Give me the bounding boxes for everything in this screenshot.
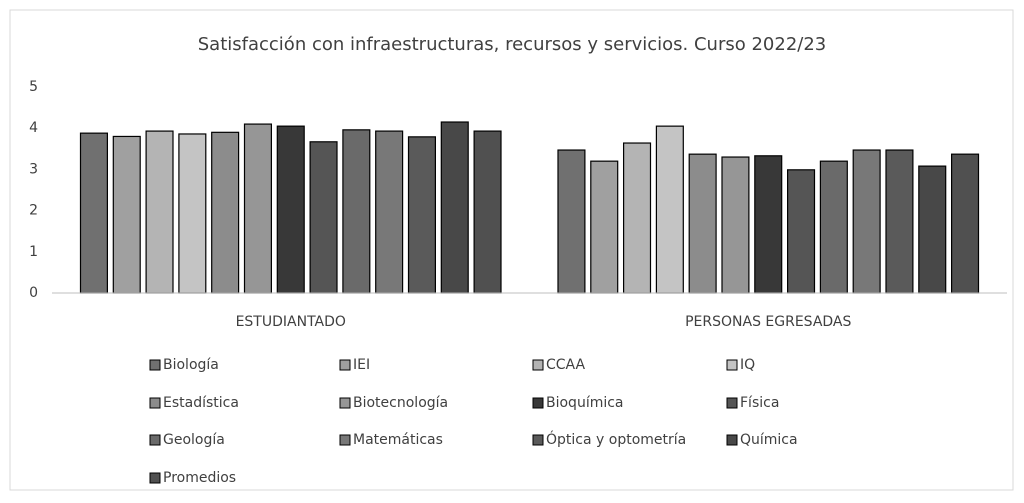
bar [243,123,272,294]
bar [655,125,684,294]
bar [342,129,371,294]
legend-swatch [339,397,351,409]
legend-label: IEI [353,357,370,373]
bar [79,132,108,294]
x-tick-label: PERSONAS EGRESADAS [685,314,851,330]
y-tick-label: 3 [29,161,38,177]
bar [557,149,586,294]
legend-label: Estadística [163,395,239,411]
bar [407,136,437,294]
legend-label: Bioquímica [546,395,624,411]
legend-label: CCAA [546,357,586,373]
bar [918,165,947,294]
legend-label: Geología [163,432,225,448]
bar [622,142,652,294]
bar [819,160,848,294]
legend-swatch [532,434,544,446]
bar [852,149,881,294]
bar [276,125,305,294]
bar [885,149,914,294]
legend-swatch [149,472,161,484]
y-tick-label: 1 [29,244,38,260]
bar [145,130,174,294]
bar [309,141,338,294]
legend-swatch [149,397,161,409]
bar [440,121,469,294]
legend-swatch [726,397,738,409]
bar [112,135,141,294]
chart-title: Satisfacción con infraestructuras, recur… [198,34,827,55]
bar [178,133,207,294]
legend-swatch [532,359,544,371]
legend-swatch [726,359,738,371]
bar [688,153,717,294]
y-tick-label: 5 [29,79,38,95]
x-tick-label: ESTUDIANTADO [236,314,346,330]
bar [211,131,240,294]
bar [754,155,783,294]
bar [721,156,750,294]
bar [473,130,502,294]
y-tick-label: 0 [29,285,38,301]
legend-swatch [149,434,161,446]
bar [787,169,816,294]
legend-label: Física [740,395,779,411]
y-tick-label: 2 [29,203,38,219]
bar [590,160,619,294]
legend-label: Óptica y optometría [546,430,686,448]
legend-swatch [726,434,738,446]
legend-label: Matemáticas [353,432,443,448]
legend-label: Biología [163,357,219,373]
legend-swatch [339,434,351,446]
legend-label: IQ [740,357,755,373]
legend-swatch [339,359,351,371]
bar [951,153,980,294]
legend-label: Promedios [163,470,236,486]
legend-label: Biotecnología [353,395,448,411]
bar [375,130,404,294]
legend-swatch [149,359,161,371]
legend-swatch [532,397,544,409]
legend-label: Química [740,432,798,448]
y-tick-label: 4 [29,120,38,136]
